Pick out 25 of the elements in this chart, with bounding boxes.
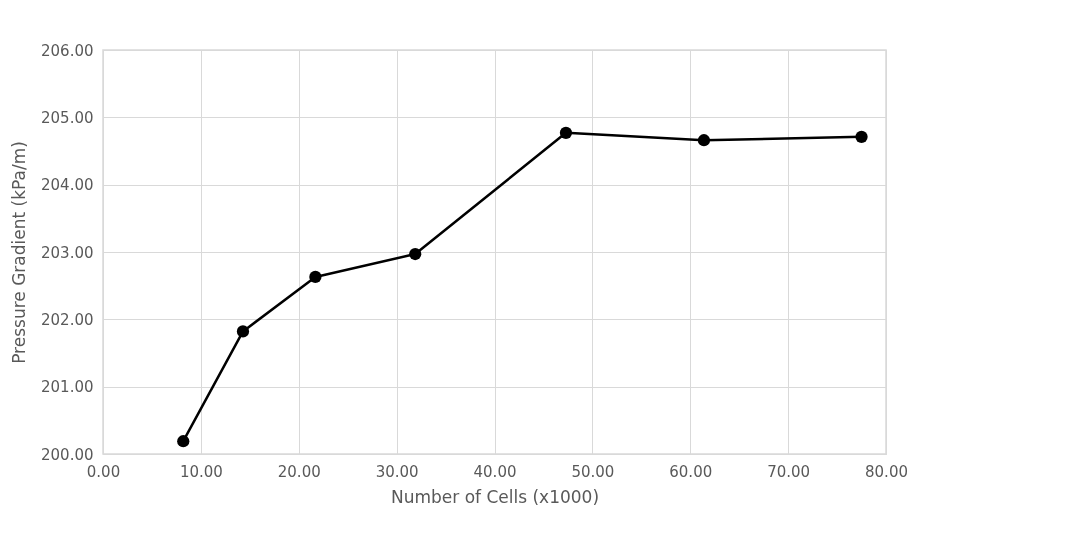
y-tick-label: 205.00 xyxy=(41,108,94,127)
x-tick-label: 20.00 xyxy=(277,462,321,481)
x-tick-label: 80.00 xyxy=(865,462,908,481)
point xyxy=(309,270,322,284)
x-axis-title: Number of Cells (x1000) xyxy=(390,486,600,507)
point xyxy=(177,435,190,448)
x-tick-label: 30.00 xyxy=(375,462,419,481)
point xyxy=(236,325,250,338)
x-tick-label: 50.00 xyxy=(571,462,615,481)
y-axis-title: Pressure Gradient (kPa/m) xyxy=(9,141,30,364)
y-tick-label: 203.00 xyxy=(41,243,94,262)
point xyxy=(409,247,422,261)
y-tick-label: 204.00 xyxy=(41,176,94,195)
x-tick-label: 0.00 xyxy=(86,462,121,481)
x-tick-label: 10.00 xyxy=(179,462,223,481)
x-tick-label: 40.00 xyxy=(473,462,517,481)
y-tick-label: 202.00 xyxy=(41,310,94,329)
x-tick-label: 70.00 xyxy=(767,462,811,481)
x-tick-label: 60.00 xyxy=(669,462,713,481)
point xyxy=(697,134,711,147)
y-tick-label: 201.00 xyxy=(41,378,94,397)
y-tick-label: 200.00 xyxy=(41,445,94,464)
point xyxy=(559,126,573,139)
point xyxy=(855,130,868,143)
y-tick-label: 206.00 xyxy=(41,41,94,60)
